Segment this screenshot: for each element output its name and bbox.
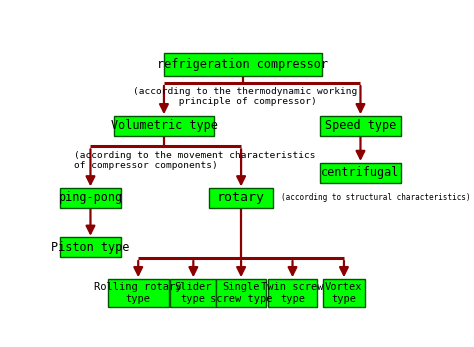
FancyBboxPatch shape — [320, 162, 401, 183]
Text: (according to structural characteristics): (according to structural characteristics… — [282, 193, 471, 202]
FancyBboxPatch shape — [216, 279, 266, 307]
Text: Twin screw
type: Twin screw type — [261, 282, 324, 304]
Text: Vortex
type: Vortex type — [325, 282, 363, 304]
Text: (according to the movement characteristics
of compressor components): (according to the movement characteristi… — [74, 151, 315, 170]
FancyBboxPatch shape — [108, 279, 169, 307]
Text: ping-pong: ping-pong — [58, 192, 123, 204]
Text: Slider
type: Slider type — [174, 282, 212, 304]
FancyBboxPatch shape — [320, 116, 401, 136]
FancyBboxPatch shape — [114, 116, 213, 136]
Text: centrifugal: centrifugal — [321, 166, 400, 179]
FancyBboxPatch shape — [60, 188, 121, 208]
FancyBboxPatch shape — [170, 279, 216, 307]
FancyBboxPatch shape — [268, 279, 317, 307]
Text: Single
screw type: Single screw type — [210, 282, 273, 304]
Text: Piston type: Piston type — [51, 241, 130, 254]
FancyBboxPatch shape — [60, 237, 121, 257]
Text: refrigeration compressor: refrigeration compressor — [157, 58, 328, 71]
FancyBboxPatch shape — [323, 279, 365, 307]
Text: Volumetric type: Volumetric type — [110, 119, 218, 132]
Text: Speed type: Speed type — [325, 119, 396, 132]
Text: rotary: rotary — [217, 192, 265, 204]
Text: Rolling rotary
type: Rolling rotary type — [94, 282, 182, 304]
FancyBboxPatch shape — [164, 53, 322, 76]
Text: (according to the thermodynamic working
 principle of compressor): (according to the thermodynamic working … — [133, 87, 357, 106]
FancyBboxPatch shape — [209, 188, 273, 208]
